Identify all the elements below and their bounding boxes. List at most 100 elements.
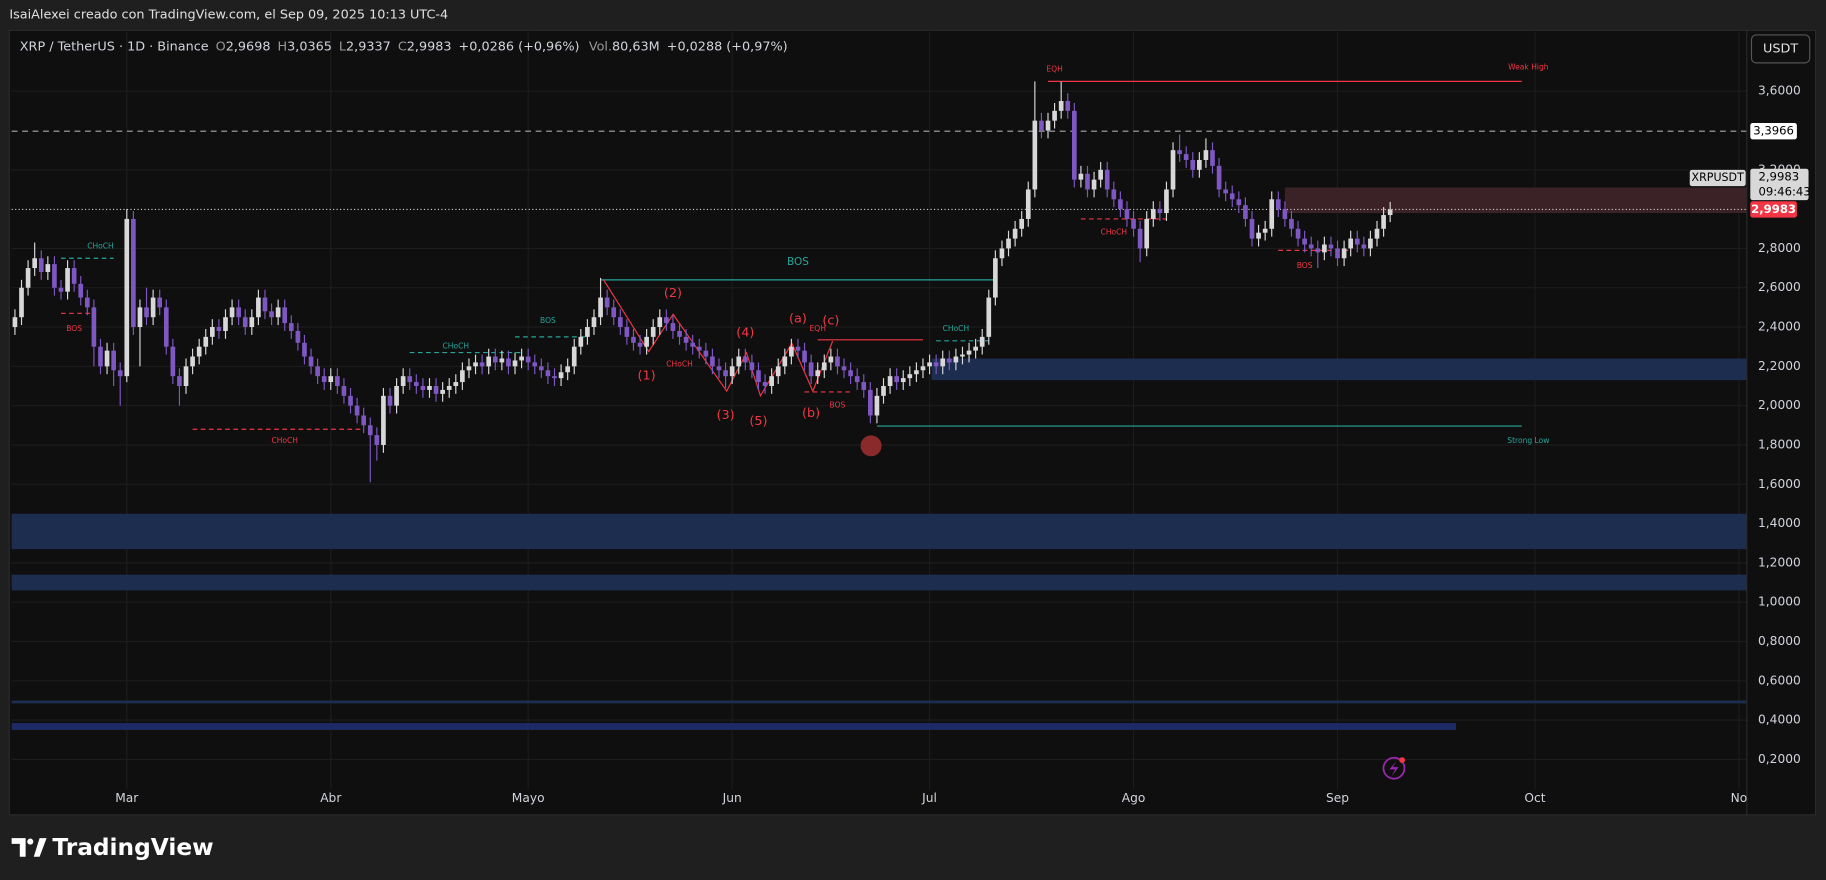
candle-body bbox=[262, 297, 268, 312]
candle-body bbox=[124, 218, 130, 377]
y-tick-label: 1,4000 bbox=[1758, 516, 1801, 530]
candle-body bbox=[91, 307, 97, 347]
candle-body bbox=[762, 382, 768, 386]
candle-body bbox=[84, 297, 90, 308]
candle-body bbox=[58, 287, 64, 292]
candle-body bbox=[795, 346, 801, 351]
candle-body bbox=[1262, 228, 1268, 233]
levels bbox=[11, 80, 1747, 430]
last-price-box bbox=[1750, 201, 1797, 218]
candle-body bbox=[38, 258, 44, 273]
candle-body bbox=[1052, 110, 1057, 121]
candles bbox=[12, 81, 1393, 483]
candle-body bbox=[288, 323, 294, 331]
candle-body bbox=[242, 317, 248, 328]
y-tick-label: 0,8000 bbox=[1758, 634, 1801, 648]
candle-body bbox=[269, 311, 274, 318]
x-tick-label: Sep bbox=[1326, 791, 1349, 805]
y-tick-label: 1,2000 bbox=[1758, 555, 1801, 569]
y-tick-label: 1,0000 bbox=[1758, 595, 1801, 609]
candle-body bbox=[1164, 189, 1169, 214]
candle-body bbox=[900, 378, 906, 383]
candle-body bbox=[196, 346, 202, 357]
legend-vol-label: Vol. bbox=[589, 39, 612, 54]
candle-body bbox=[769, 376, 774, 386]
structure-label: BOS bbox=[1297, 261, 1313, 270]
candle-body bbox=[1085, 173, 1090, 190]
candle-body bbox=[1045, 120, 1051, 131]
candle-body bbox=[512, 360, 518, 367]
candle-body bbox=[1025, 189, 1031, 219]
legend-o: 2,9698 bbox=[226, 39, 271, 54]
zone bbox=[11, 723, 1456, 730]
candle-body bbox=[1282, 209, 1288, 219]
candle-body bbox=[367, 425, 373, 436]
candle-body bbox=[861, 382, 867, 390]
candle-body bbox=[933, 362, 939, 367]
y-tick-label: 2,2000 bbox=[1758, 359, 1801, 373]
candle-body bbox=[65, 268, 70, 292]
last-price-label: 2,9983 bbox=[1751, 202, 1796, 216]
candle-body bbox=[1216, 165, 1222, 190]
candle-body bbox=[1374, 228, 1380, 239]
candle-body bbox=[1190, 159, 1196, 170]
candle-body bbox=[1078, 173, 1084, 180]
candle-body bbox=[868, 389, 873, 416]
wave-label: (4) bbox=[736, 325, 754, 340]
symbol-price: 2,9983 bbox=[1758, 169, 1799, 183]
candle-body bbox=[532, 362, 538, 367]
price-line-box bbox=[1750, 123, 1797, 140]
legend-change: +0,0286 (+0,96%) bbox=[459, 39, 580, 54]
wave-path bbox=[602, 279, 834, 398]
candle-body bbox=[775, 366, 781, 377]
candle-body bbox=[479, 362, 485, 367]
candle-body bbox=[1144, 218, 1150, 249]
chart-panel bbox=[8, 29, 1817, 816]
legend-symbol: XRP / TetherUS · 1D · Binance bbox=[20, 39, 209, 54]
legend-l: 2,9337 bbox=[346, 39, 391, 54]
candle-body bbox=[1058, 101, 1064, 111]
structure-label: EQH bbox=[1046, 65, 1062, 74]
structure-label: Weak High bbox=[1508, 63, 1549, 72]
candle-body bbox=[1223, 189, 1228, 194]
candle-body bbox=[328, 376, 334, 383]
candle-body bbox=[354, 405, 360, 416]
wave-label: (3) bbox=[717, 408, 735, 423]
candle-body bbox=[1124, 209, 1130, 219]
candle-body bbox=[1019, 218, 1025, 229]
candle-body bbox=[348, 395, 353, 406]
structure-label: BOS bbox=[830, 401, 846, 410]
x-tick-label: No bbox=[1731, 791, 1748, 805]
candle-body bbox=[374, 435, 380, 445]
candle-body bbox=[999, 248, 1005, 259]
candle-body bbox=[302, 342, 307, 357]
candle-body bbox=[729, 366, 735, 377]
x-tick-label: Ago bbox=[1122, 791, 1146, 805]
structure-label: CHoCH bbox=[271, 436, 298, 445]
wave-label: (a) bbox=[789, 312, 807, 327]
candle-body bbox=[111, 350, 116, 371]
candle-body bbox=[742, 356, 748, 363]
credit: IsaiAlexei creado con TradingView.com, e… bbox=[9, 8, 448, 23]
candle-body bbox=[1348, 238, 1354, 249]
candle-body bbox=[710, 356, 715, 367]
candle-body bbox=[979, 336, 985, 347]
candle-body bbox=[295, 330, 301, 343]
candle-body bbox=[400, 376, 406, 386]
candle-body bbox=[736, 356, 742, 367]
candle-body bbox=[453, 382, 459, 386]
structure-label: BOS bbox=[66, 324, 82, 333]
candle-body bbox=[32, 258, 38, 269]
candle-body bbox=[394, 385, 399, 406]
candle-body bbox=[1236, 199, 1242, 206]
candle-body bbox=[361, 415, 367, 426]
currency-button[interactable] bbox=[1750, 34, 1811, 64]
candle-body bbox=[473, 362, 478, 367]
currency-label: USDT bbox=[1763, 41, 1798, 56]
candle-body bbox=[644, 336, 649, 347]
candle-body bbox=[1170, 150, 1176, 190]
candle-body bbox=[677, 330, 682, 337]
candle-body bbox=[170, 346, 176, 377]
legend: XRP / TetherUS · 1D · Binance O2,9698 H3,0… bbox=[20, 39, 788, 54]
candle-body bbox=[427, 385, 432, 390]
